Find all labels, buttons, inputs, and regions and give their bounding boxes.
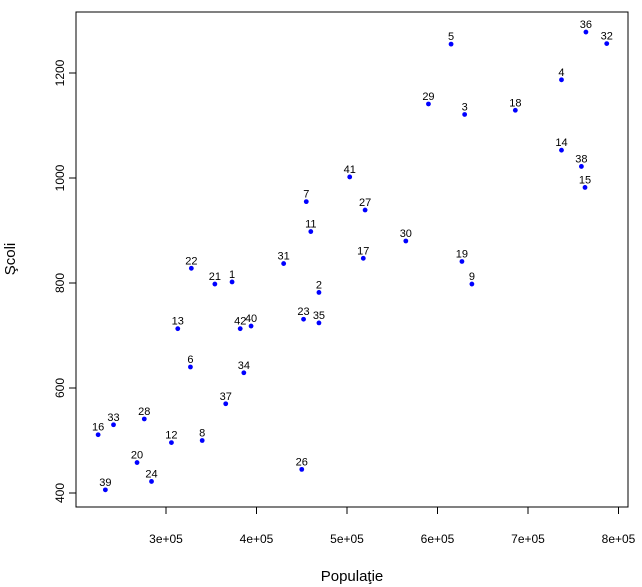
data-point-labels: 1234567891112131415161718192021222324262… — [92, 19, 613, 489]
data-point-label: 28 — [138, 406, 150, 418]
data-point — [448, 41, 454, 47]
data-point-label: 20 — [131, 450, 143, 462]
x-tick-label: 5e+05 — [330, 532, 364, 546]
data-point-label: 5 — [448, 31, 454, 43]
data-point-label: 29 — [422, 91, 434, 103]
data-point — [281, 261, 287, 266]
data-point-label: 38 — [575, 153, 587, 165]
data-point-label: 15 — [579, 174, 591, 186]
x-axis: 3e+05 4e+05 5e+05 6e+05 7e+05 8e+05 — [149, 506, 636, 546]
data-point-label: 37 — [220, 391, 232, 403]
data-point — [360, 255, 366, 261]
data-point-label: 12 — [165, 430, 177, 442]
data-point-label: 9 — [469, 271, 475, 283]
data-point-label: 42 — [234, 316, 246, 328]
data-point — [316, 320, 322, 326]
data-point — [102, 487, 108, 493]
data-point — [426, 101, 431, 107]
data-point — [95, 432, 101, 438]
data-point-label: 24 — [145, 468, 157, 480]
data-point-label: 8 — [199, 428, 205, 440]
data-point-label: 35 — [313, 310, 325, 322]
data-point — [237, 326, 243, 332]
data-point-label: 30 — [400, 228, 412, 240]
data-point — [241, 370, 247, 376]
x-tick-label: 3e+05 — [149, 532, 183, 546]
data-point — [188, 364, 193, 370]
data-point-label: 1 — [229, 269, 235, 281]
data-point-label: 18 — [509, 97, 521, 109]
data-point — [559, 147, 564, 153]
data-point — [169, 440, 174, 445]
data-point-label: 19 — [456, 248, 468, 260]
data-point — [301, 316, 306, 322]
data-point-label: 4 — [558, 67, 564, 79]
data-point — [308, 229, 314, 234]
data-point — [459, 259, 465, 264]
data-point-label: 16 — [92, 422, 104, 434]
data-point — [229, 279, 235, 285]
data-point — [403, 238, 409, 244]
data-point — [512, 107, 518, 113]
data-point — [199, 438, 205, 443]
data-point — [303, 199, 309, 205]
data-point — [212, 281, 218, 287]
data-point-label: 32 — [601, 31, 613, 43]
data-point — [604, 41, 610, 46]
data-point — [175, 326, 181, 332]
x-tick-label: 7e+05 — [511, 532, 545, 546]
y-tick-label: 600 — [53, 378, 67, 398]
data-point-label: 23 — [297, 306, 309, 318]
data-point — [462, 112, 468, 117]
data-point-label: 31 — [278, 251, 290, 263]
data-point — [134, 460, 140, 465]
data-point-label: 21 — [209, 271, 221, 283]
data-point — [362, 207, 368, 213]
x-tick-label: 4e+05 — [240, 532, 274, 546]
data-point-label: 3 — [462, 101, 468, 113]
data-point — [578, 164, 584, 169]
y-tick-label: 800 — [53, 273, 67, 293]
x-axis-title: Populaţie — [321, 568, 384, 585]
data-point-label: 26 — [296, 456, 308, 468]
y-tick-label: 1000 — [53, 164, 67, 191]
data-point — [559, 77, 564, 83]
data-point-label: 39 — [99, 477, 111, 489]
y-tick-label: 400 — [53, 483, 67, 503]
x-tick-label: 8e+05 — [602, 532, 636, 546]
x-tick-label: 6e+05 — [421, 532, 455, 546]
data-point — [141, 416, 147, 422]
data-points — [95, 29, 610, 493]
data-point — [111, 422, 116, 428]
data-point-label: 22 — [185, 255, 197, 267]
data-point-label: 36 — [580, 19, 592, 31]
y-axis-title: Şcoli — [2, 243, 19, 276]
data-point — [223, 401, 229, 407]
data-point — [299, 466, 305, 472]
data-point — [347, 174, 353, 180]
data-point-label: 2 — [316, 279, 322, 291]
data-point — [188, 265, 194, 271]
data-point-label: 11 — [305, 219, 316, 231]
data-point-label: 13 — [172, 316, 184, 328]
data-point — [469, 281, 475, 287]
y-axis: 400 600 800 1000 1200 — [53, 59, 77, 503]
data-point-label: 40 — [245, 313, 257, 325]
data-point — [316, 290, 322, 295]
data-point-label: 17 — [357, 245, 369, 257]
data-point-label: 34 — [238, 360, 250, 372]
data-point-label: 33 — [107, 412, 119, 424]
data-point-label: 7 — [303, 189, 309, 201]
data-point — [583, 29, 589, 35]
data-point — [149, 479, 154, 484]
data-point — [582, 185, 588, 190]
data-point-label: 6 — [187, 354, 193, 366]
y-tick-label: 1200 — [53, 59, 67, 86]
data-point — [248, 323, 254, 329]
data-point-label: 14 — [555, 137, 567, 149]
data-point-label: 27 — [359, 197, 371, 209]
data-point-label: 41 — [344, 164, 356, 176]
